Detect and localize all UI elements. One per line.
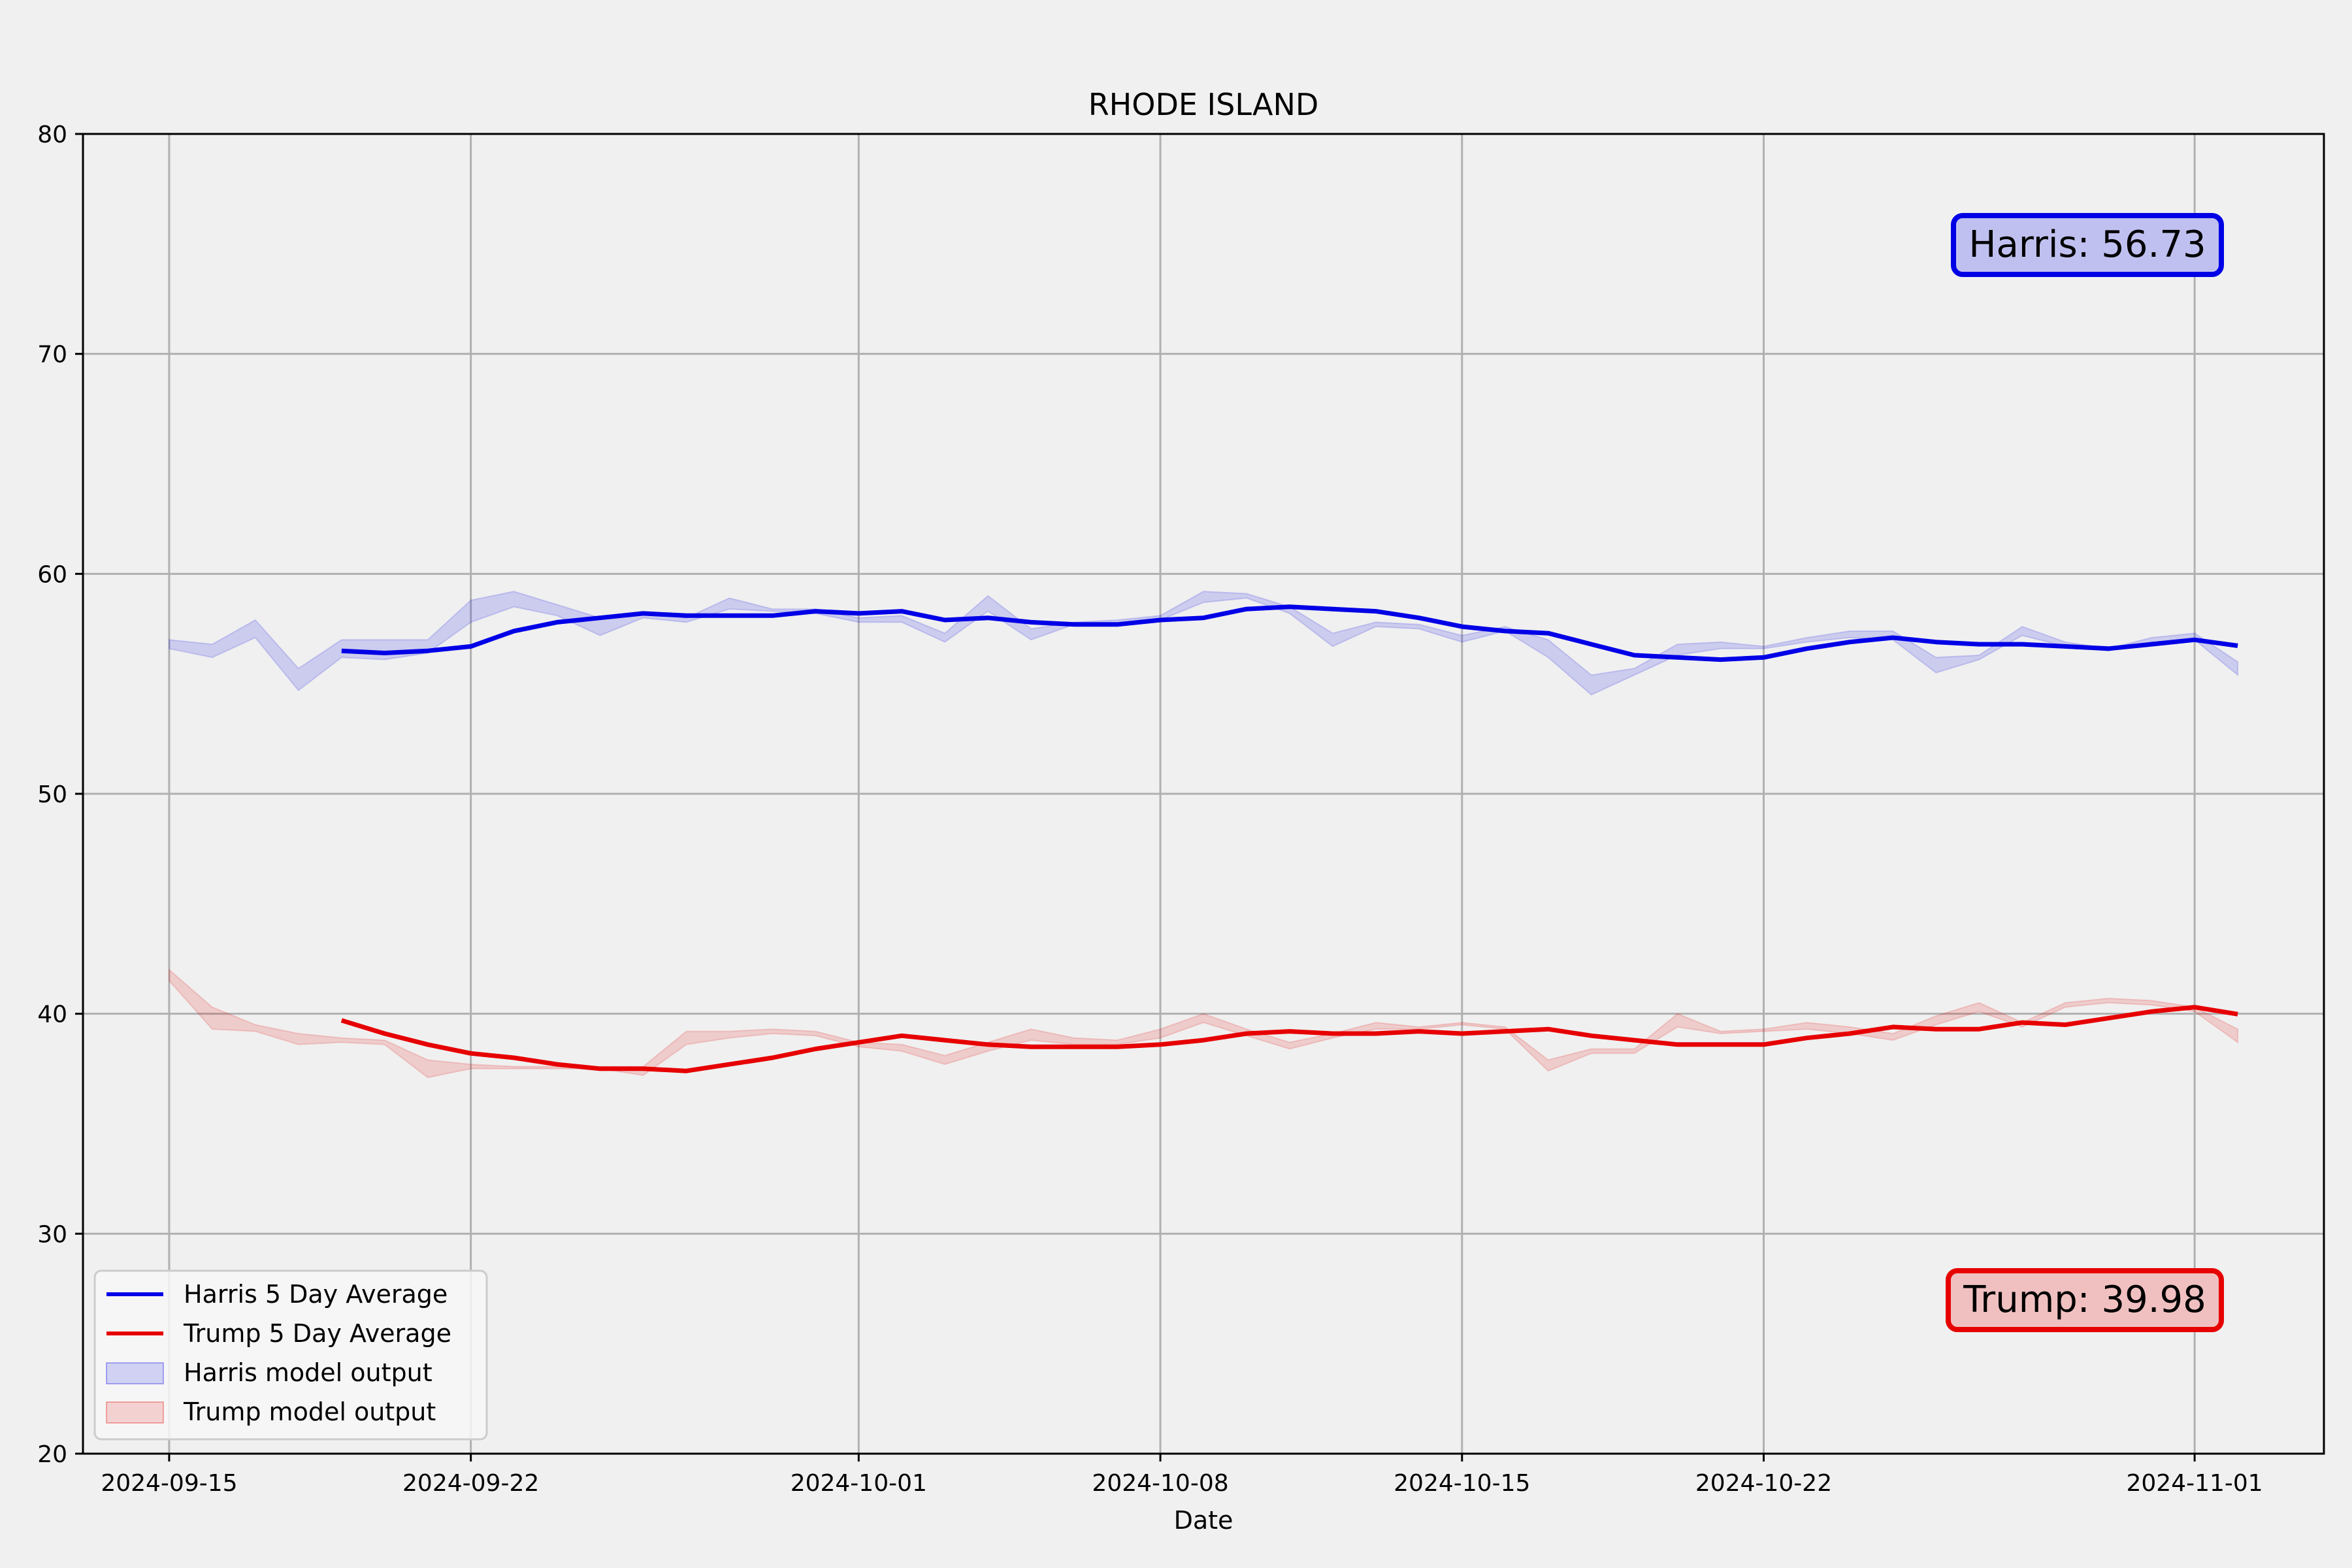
x-tick-label: 2024-10-22 — [1695, 1470, 1832, 1497]
gridlines — [83, 134, 2324, 1454]
legend-harris-average-label: Harris 5 Day Average — [184, 1280, 448, 1309]
y-tick-label: 50 — [37, 781, 67, 808]
x-axis-title: Date — [1174, 1506, 1233, 1535]
trump-model-output-band — [168, 968, 2239, 1079]
average-lines — [340, 604, 2238, 1073]
harris-annotation-box — [1951, 213, 2224, 277]
y-tick-label: 40 — [37, 1002, 67, 1028]
trump-annotation: Trump: 39.98 — [1946, 1268, 2224, 1332]
x-tick-label: 2024-10-15 — [1394, 1470, 1530, 1497]
harris-annotation: Harris: 56.73 — [1951, 213, 2224, 277]
legend-harris-band-swatch — [106, 1362, 164, 1384]
harris-model-output-band — [168, 591, 2239, 696]
y-tick-label: 80 — [37, 122, 67, 148]
x-tick-label: 2024-09-22 — [402, 1470, 539, 1497]
x-tick-label: 2024-09-15 — [101, 1470, 237, 1497]
legend-trump-average-label: Trump 5 Day Average — [183, 1319, 451, 1348]
trump-average-line — [340, 1005, 2238, 1073]
y-tick-label: 30 — [37, 1221, 67, 1248]
model-output-bands — [168, 591, 2239, 1079]
y-tick-label: 60 — [37, 561, 67, 588]
y-tick-label: 70 — [37, 342, 67, 368]
x-tick-label: 2024-10-01 — [791, 1470, 927, 1497]
legend-trump-band-swatch — [106, 1401, 164, 1424]
axis-ticks: 20 30 40 50 60 70 80 2024-09-15 2024-09-22 2024-1… — [37, 122, 2263, 1497]
legend-harris-band-label: Harris model output — [184, 1358, 433, 1387]
trump-annotation-text: Trump: 39.98 — [1963, 1279, 2206, 1321]
harris-annotation-text: Harris: 56.73 — [1968, 223, 2206, 266]
trump-annotation-box — [1946, 1268, 2224, 1332]
x-tick-label: 2024-10-08 — [1092, 1470, 1228, 1497]
x-tick-label: 2024-11-01 — [2127, 1470, 2263, 1497]
legend-box — [93, 1269, 488, 1441]
y-tick-label: 20 — [37, 1441, 67, 1468]
chart-title: RHODE ISLAND — [1088, 87, 1319, 122]
legend-trump-band-label: Trump model output — [183, 1397, 436, 1426]
harris-average-line — [341, 604, 2238, 662]
legend: Harris 5 Day Average Trump 5 Day Average… — [93, 1269, 488, 1441]
